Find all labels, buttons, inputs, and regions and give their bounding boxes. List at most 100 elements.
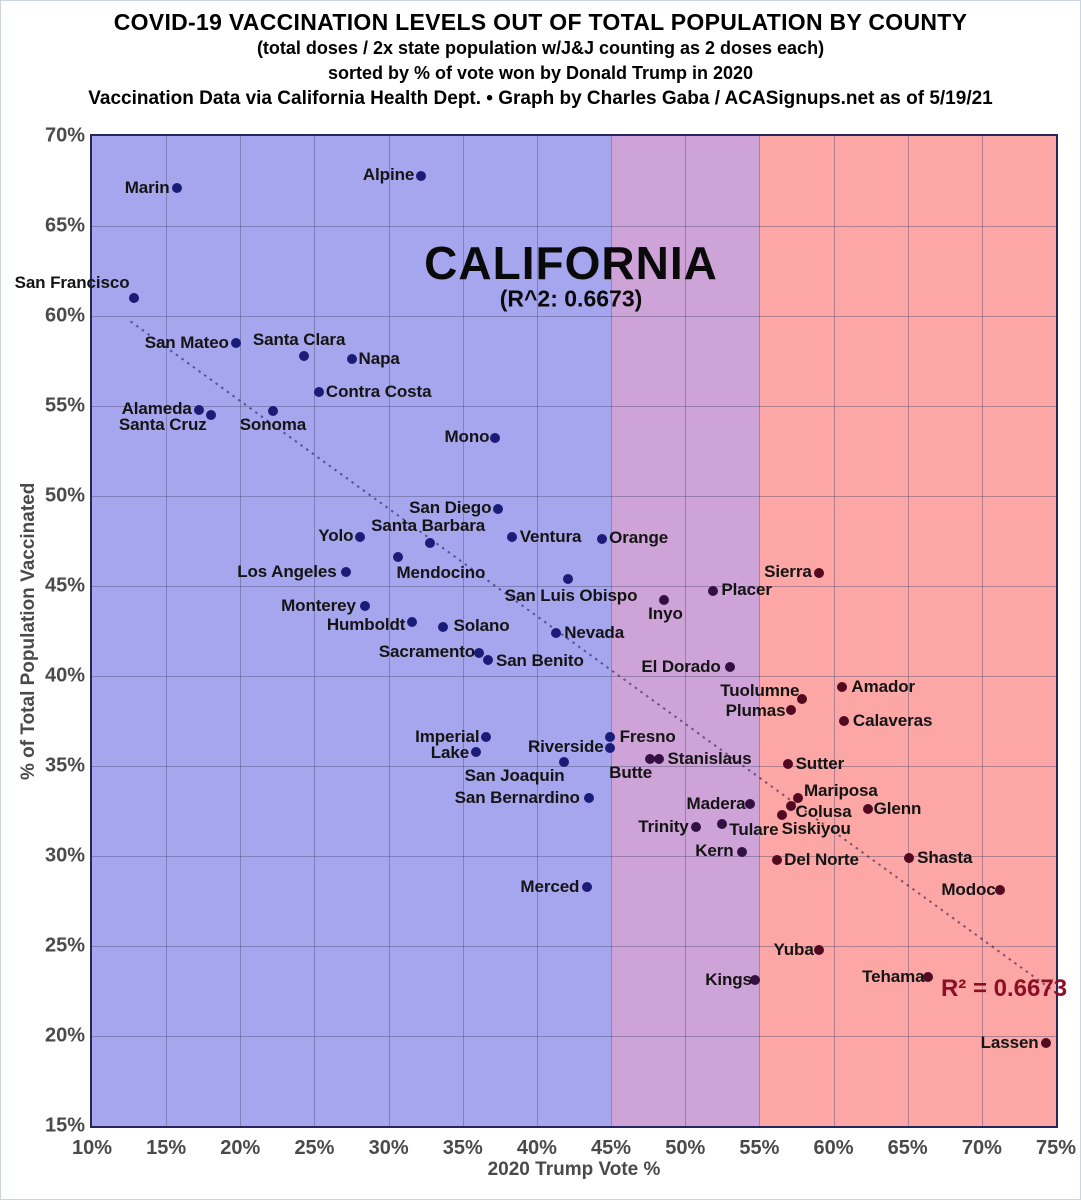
county-label: Napa [358, 349, 400, 369]
county-label: Yolo [318, 526, 354, 546]
county-dot [904, 852, 915, 863]
ytick-label: 55% [44, 394, 85, 417]
header: COVID-19 VACCINATION LEVELS OUT OF TOTAL… [1, 8, 1080, 112]
county-label: Colusa [795, 801, 852, 821]
county-label: San Benito [495, 650, 584, 670]
county-label: Del Norte [784, 849, 859, 869]
county-dot [813, 944, 824, 955]
xtick-label: 50% [665, 1137, 706, 1159]
xtick-label: 40% [516, 1137, 557, 1159]
county-dot [653, 753, 664, 764]
county-label: San Joaquin [464, 766, 565, 786]
county-label: Sacramento [378, 641, 476, 661]
county-dot [736, 847, 747, 858]
county-dot [563, 573, 574, 584]
county-dot [346, 354, 357, 365]
region-swing [611, 136, 760, 1126]
xtick-label: 20% [220, 1137, 261, 1159]
county-dot [745, 798, 756, 809]
county-label: Inyo [648, 604, 683, 624]
county-dot [862, 804, 873, 815]
xtick-label: 60% [813, 1137, 854, 1159]
county-label: Yuba [773, 939, 814, 959]
county-dot [490, 433, 501, 444]
county-label: Humboldt [326, 615, 406, 634]
county-dot [407, 617, 418, 627]
ytick-label: 25% [44, 934, 85, 957]
county-dot [425, 537, 436, 548]
county-dot [551, 627, 562, 638]
vertical-gridline [981, 136, 983, 1126]
xtick-label: 15% [146, 1137, 187, 1159]
county-label: Los Angeles [237, 561, 337, 581]
county-label: Alpine [362, 164, 415, 184]
trend-line [129, 320, 1056, 994]
xtick-label: 35% [442, 1137, 483, 1159]
county-dot [604, 743, 615, 753]
chart-credit: Vaccination Data via California Health D… [88, 88, 993, 109]
county-dot [797, 694, 808, 705]
x-axis-title: 2020 Trump Vote % [487, 1159, 661, 1180]
vertical-gridline [240, 136, 242, 1126]
county-dot [597, 534, 608, 545]
county-dot [474, 647, 485, 658]
county-dot [313, 386, 324, 397]
county-label: Mono [444, 427, 490, 447]
county-dot [230, 338, 241, 348]
horizontal-gridline [92, 766, 1056, 767]
xtick-label: 55% [739, 1137, 780, 1159]
county-label: Shasta [917, 847, 973, 867]
county-label: Stanislaus [667, 748, 752, 768]
county-label: Mendocino [396, 563, 486, 583]
state-r2-annotation: (R^2: 0.6673) [499, 285, 643, 312]
county-label: Modoc [941, 880, 996, 900]
ytick-label: 65% [44, 214, 85, 237]
county-label: Imperial [415, 727, 480, 747]
county-label: San Francisco [14, 273, 130, 292]
county-dot [659, 595, 670, 606]
vertical-gridline [166, 136, 168, 1126]
county-dot [171, 183, 182, 194]
county-dot [481, 732, 492, 743]
county-label: Kings [705, 970, 752, 990]
county-label: Sutter [795, 754, 845, 774]
county-dot [785, 800, 796, 811]
county-label: Calaveras [852, 711, 933, 730]
county-label: El Dorado [641, 657, 721, 676]
county-dot [359, 600, 370, 611]
county-dot [355, 532, 366, 543]
county-label: Madera [686, 793, 746, 813]
chart-subtitle-methodology: (total doses / 2x state population w/J&J… [256, 38, 825, 58]
horizontal-gridline [92, 226, 1056, 227]
county-label: Tuolumne [720, 681, 800, 701]
vertical-gridline [611, 136, 613, 1126]
horizontal-gridline [92, 496, 1056, 497]
county-label: Alameda [121, 398, 192, 418]
county-label: Merced [520, 876, 580, 896]
county-dot [838, 716, 849, 726]
xtick-label: 30% [368, 1137, 409, 1159]
county-label: Sierra [764, 562, 812, 582]
county-label: Marin [124, 178, 170, 198]
vertical-gridline [314, 136, 316, 1126]
ytick-label: 15% [44, 1114, 85, 1137]
county-dot [482, 654, 493, 665]
county-label: Plumas [725, 701, 786, 721]
horizontal-gridline [92, 406, 1056, 407]
county-dot [205, 410, 216, 420]
xtick-label: 75% [1035, 1137, 1077, 1159]
county-dot [690, 822, 701, 833]
county-dot [128, 293, 139, 303]
county-dot [416, 170, 427, 181]
horizontal-gridline [92, 1036, 1056, 1037]
horizontal-gridline [92, 856, 1056, 857]
county-dot [749, 975, 760, 986]
ytick-label: 70% [44, 124, 85, 147]
county-label: Trinity [638, 817, 689, 837]
state-name-annotation: CALIFORNIA [424, 237, 718, 289]
chart-subtitle-sort: sorted by % of vote won by Donald Trump … [327, 63, 754, 83]
county-dot [471, 746, 482, 757]
county-dot [923, 971, 934, 982]
county-dot [583, 793, 594, 804]
county-label: Kern [695, 841, 734, 861]
